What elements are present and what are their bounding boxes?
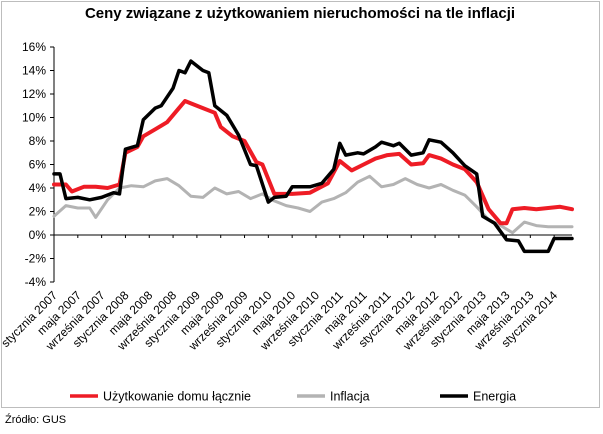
y-tick-label: 6% (29, 158, 47, 172)
y-tick-label: 8% (29, 134, 47, 148)
y-tick-label: -4% (25, 275, 47, 289)
series-lines (52, 59, 574, 254)
legend: Użytkowanie domu łącznie Inflacja Energia (70, 390, 516, 404)
y-tick-label: 14% (22, 64, 46, 78)
legend-label: Energia (473, 390, 516, 404)
y-tick-label: 12% (22, 87, 46, 101)
legend-label: Inflacja (330, 390, 370, 404)
y-tick-label: 4% (29, 181, 47, 195)
series-line-2 (52, 59, 574, 254)
y-tick-label: 0% (29, 228, 47, 242)
y-tick-label: 10% (22, 111, 46, 125)
chart-frame (1, 1, 600, 408)
y-tick-label: -2% (25, 252, 47, 266)
y-tick-label: 16% (22, 40, 46, 54)
y-tick-label: 2% (29, 205, 47, 219)
source-note: Źródło: GUS (5, 414, 67, 426)
legend-label: Użytkowanie domu łącznie (103, 390, 251, 404)
series-line-0 (52, 99, 574, 226)
chart-title: Ceny związane z użytkowaniem nieruchomoś… (85, 5, 515, 22)
